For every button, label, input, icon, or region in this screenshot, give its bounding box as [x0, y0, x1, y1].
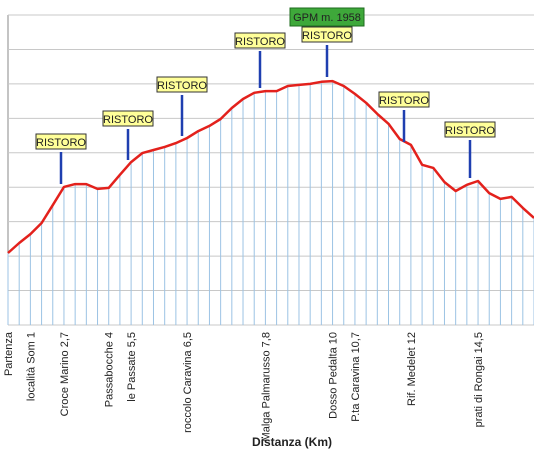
x-tick-label: località Som 1	[25, 332, 37, 401]
annotation-text: RISTORO	[157, 80, 207, 92]
x-tick-label: Croce Marino 2,7	[59, 332, 71, 416]
annotation-box	[156, 76, 208, 93]
annotation-text: RISTORO	[36, 137, 86, 149]
x-tick-label: prati di Rongai 14,5	[473, 332, 485, 427]
annotation-text: RISTORO	[235, 36, 285, 48]
x-tick-label: roccolo Caravina 6,5	[182, 332, 194, 433]
peak-box	[289, 7, 365, 27]
annotation-text: RISTORO	[379, 95, 429, 107]
x-tick-label: Passabocche 4	[104, 332, 116, 407]
peak-label: GPM m. 1958	[293, 12, 361, 24]
annotation-box	[378, 91, 430, 108]
x-tick-label: Dosso Pedalta 10	[328, 332, 340, 419]
annotation-box	[234, 32, 286, 49]
x-tick-label: Rif. Medelet 12	[406, 332, 418, 406]
x-tick-label: le Passate 5,5	[126, 332, 138, 402]
x-tick-label: Malga Palmarusso 7,8	[260, 332, 272, 441]
annotation-text: RISTORO	[103, 114, 153, 126]
x-tick-label: P.ta Caravina 10,7	[350, 332, 362, 422]
annotation-box	[301, 26, 353, 43]
annotation-box	[102, 110, 154, 127]
annotation-box	[35, 133, 87, 150]
x-axis-title: Distanza (Km)	[252, 435, 332, 449]
annotation-text: RISTORO	[445, 125, 495, 137]
elevation-line	[7, 79, 534, 254]
x-tick-label: Partenza	[3, 331, 15, 376]
annotation-box	[444, 121, 496, 138]
annotation-text: RISTORO	[302, 30, 352, 42]
